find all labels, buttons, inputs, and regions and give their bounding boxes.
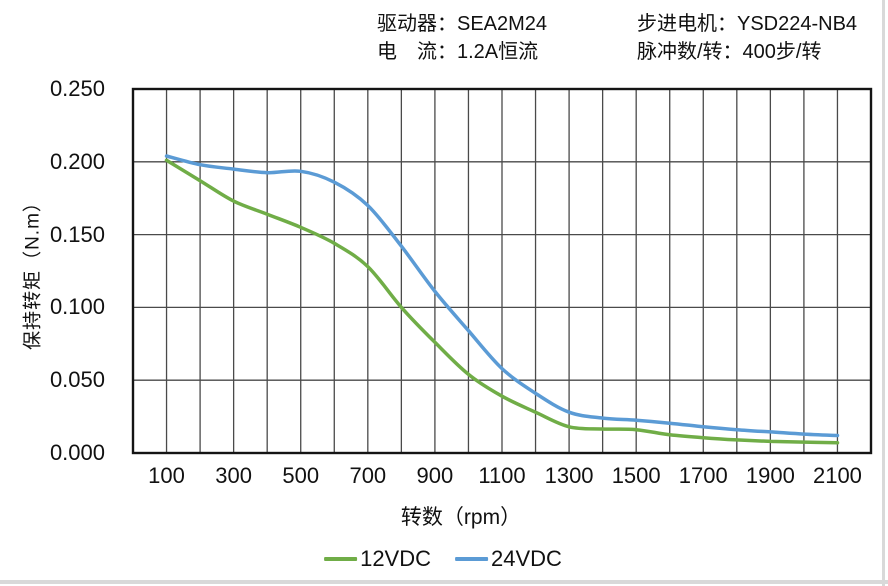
plot-border [131,87,873,455]
y-axis-title: 保持转矩（N.m） [22,192,44,350]
x-tick-label-900: 900 [416,463,454,488]
y-tick-label-0.200: 0.200 [49,148,105,174]
curve-24vdc [164,154,840,438]
legend-swatch-12vdc [324,557,358,561]
x-tick-label-700: 700 [349,463,387,488]
spec-pulses: 脉冲数/转：400步/转 [637,41,822,63]
x-tick-label-1900: 1900 [745,463,795,488]
spec-driver: 驱动器：SEA2M24 [377,13,548,35]
legend-item-24vdc: 24VDC [455,546,562,572]
x-tick-label-500: 500 [282,463,320,488]
x-tick-label-300: 300 [215,463,252,488]
frame-edge-bottom [0,580,888,584]
x-axis-title: 转数（rpm） [400,506,522,529]
curve-12vdc [164,158,840,445]
y-tick-label-0.000: 0.000 [49,440,105,465]
x-tick-label-1100: 1100 [478,463,526,488]
legend: 12VDC 24VDC [324,546,562,572]
y-tick-label-0.150: 0.150 [49,221,105,247]
spec-current: 电 流：1.2A恒流 [377,41,539,63]
legend-label-12vdc: 12VDC [360,546,431,571]
x-tick-label-2100: 2100 [812,463,862,488]
x-tick-label-1500: 1500 [611,463,661,488]
spec-motor: 步进电机：YSD224-NB4 [637,13,858,35]
grid-lines [133,89,871,453]
y-tick-label-0.050: 0.050 [49,367,105,393]
x-tick-label-1700: 1700 [678,463,728,488]
x-tick-label-1300: 1300 [544,463,594,488]
y-tick-label-0.250: 0.250 [49,76,105,101]
x-tick-label-100: 100 [148,463,185,488]
y-tick-label-0.100: 0.100 [49,294,105,320]
legend-item-12vdc: 12VDC [324,546,431,572]
legend-swatch-24vdc [455,557,488,561]
legend-label-24vdc: 24VDC [491,546,562,571]
frame-edge-right [882,0,885,586]
curves [164,154,840,445]
